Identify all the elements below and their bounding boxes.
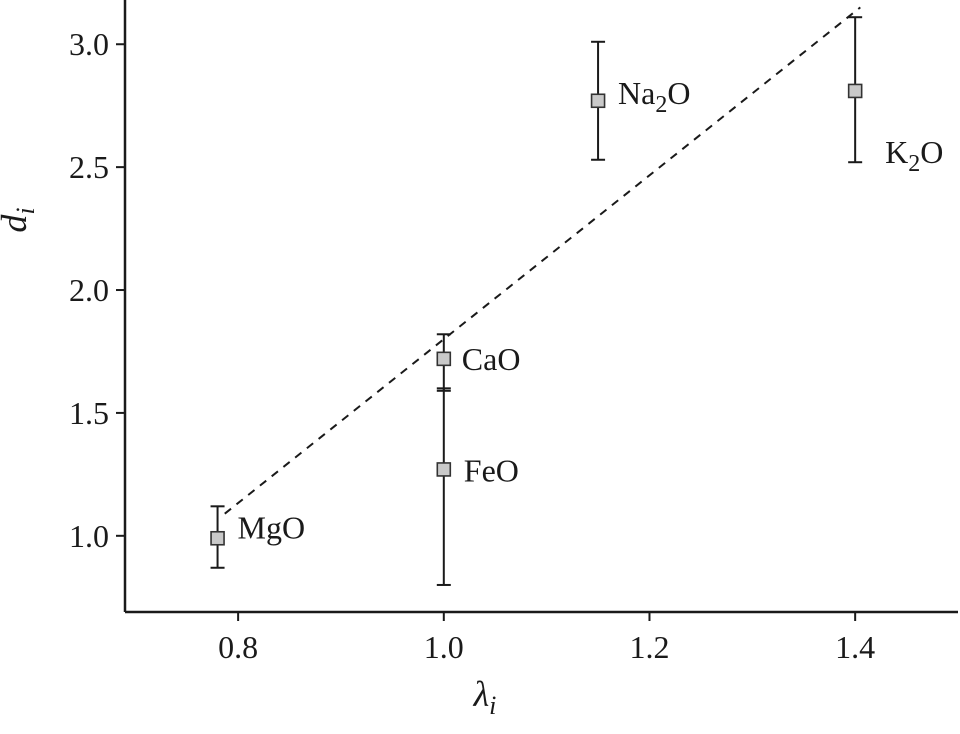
data-point-marker-K2O bbox=[847, 83, 863, 99]
x-tick-label: 1.4 bbox=[835, 629, 875, 665]
point-label-CaO: CaO bbox=[462, 341, 521, 377]
x-tick-label: 1.0 bbox=[424, 629, 464, 665]
point-label-K2O: K2O bbox=[885, 134, 943, 177]
point-label-Na2O: Na2O bbox=[618, 75, 690, 118]
y-axis-label: di bbox=[0, 207, 40, 232]
data-point-marker-FeO bbox=[436, 462, 452, 477]
x-tick-label: 0.8 bbox=[218, 629, 258, 665]
data-point-marker-MgO bbox=[210, 530, 225, 546]
trend-line bbox=[224, 6, 861, 515]
x-axis-label: λi bbox=[473, 674, 497, 720]
data-point-marker-Na2O bbox=[590, 93, 606, 109]
y-tick-label: 2.5 bbox=[69, 149, 109, 185]
point-label-FeO: FeO bbox=[464, 452, 519, 488]
y-tick-label: 1.0 bbox=[69, 518, 109, 554]
x-tick-label: 1.2 bbox=[629, 629, 669, 665]
y-tick-label: 1.5 bbox=[69, 395, 109, 431]
point-label-MgO: MgO bbox=[238, 509, 306, 545]
y-tick-label: 3.0 bbox=[69, 26, 109, 62]
y-tick-label: 2.0 bbox=[69, 272, 109, 308]
data-point-marker-CaO bbox=[436, 351, 452, 367]
